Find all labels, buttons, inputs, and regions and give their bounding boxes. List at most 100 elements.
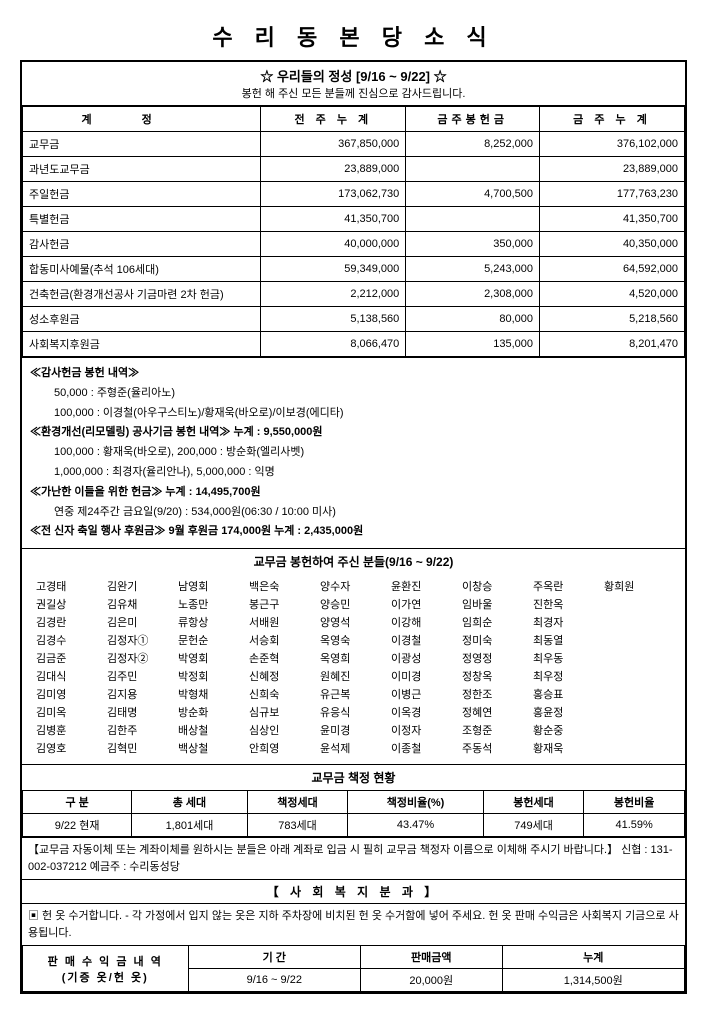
donor-name: 최우동 [533, 650, 600, 666]
donor-name: 정영정 [462, 650, 529, 666]
donor-name [604, 686, 671, 702]
donor-name: 최우정 [533, 668, 600, 684]
cum-total: 8,201,470 [540, 332, 685, 357]
status-h5: 봉헌세대 [483, 791, 584, 814]
donor-name: 양승민 [320, 596, 387, 612]
sales-h2: 판매금액 [361, 946, 502, 969]
donor-name: 배상철 [178, 722, 245, 738]
donor-name: 문헌순 [178, 632, 245, 648]
thanks-line-2: 100,000 : 이경철(아우구스티노)/황재욱(바오로)/이보경(에디타) [30, 404, 677, 424]
donor-name: 손준혁 [249, 650, 316, 666]
account-name: 합동미사예물(추석 106세대) [23, 257, 261, 282]
donor-name [604, 668, 671, 684]
donor-name: 백상철 [178, 740, 245, 756]
week-amount [406, 207, 540, 232]
week-amount [406, 157, 540, 182]
cum-total: 4,520,000 [540, 282, 685, 307]
donor-name: 권길상 [36, 596, 103, 612]
sales-left-line1: 판 매 수 익 금 내 역 [27, 953, 184, 969]
thanks-line-1: 50,000 : 주형준(율리아노) [30, 384, 677, 404]
donor-name: 김지용 [107, 686, 174, 702]
donor-name: 유응식 [320, 704, 387, 720]
donor-name: 노종만 [178, 596, 245, 612]
donor-name: 박영회 [178, 650, 245, 666]
table-row: 건축헌금(환경개선공사 기금마련 2차 헌금)2,212,0002,308,00… [23, 282, 685, 307]
donor-name: 홍윤정 [533, 704, 600, 720]
donor-name: 임바울 [462, 596, 529, 612]
donor-name: 정혜연 [462, 704, 529, 720]
donor-name: 황희원 [604, 578, 671, 594]
status-h3: 책정세대 [247, 791, 348, 814]
donor-name [604, 740, 671, 756]
donor-name: 황순중 [533, 722, 600, 738]
prev-total: 59,349,000 [261, 257, 406, 282]
donor-name: 정창옥 [462, 668, 529, 684]
status-table: 구 분 총 세대 책정세대 책정비율(%) 봉헌세대 봉헌비율 9/22 현재 … [22, 790, 685, 837]
donor-name: 신혜정 [249, 668, 316, 684]
poor-fund-header: ≪가난한 이들을 위한 헌금≫ 누계 : 14,495,700원 [30, 483, 677, 503]
table-row: 과년도교무금23,889,00023,889,000 [23, 157, 685, 182]
prev-total: 41,350,700 [261, 207, 406, 232]
week-amount: 5,243,000 [406, 257, 540, 282]
week-amount: 135,000 [406, 332, 540, 357]
cum-total: 5,218,560 [540, 307, 685, 332]
donor-name: 이병근 [391, 686, 458, 702]
cum-total: 64,592,000 [540, 257, 685, 282]
poor-fund-line: 연중 제24주간 금요일(9/20) : 534,000원(06:30 / 10… [30, 503, 677, 523]
week-amount: 8,252,000 [406, 132, 540, 157]
donor-name: 김금준 [36, 650, 103, 666]
donor-name: 김혁민 [107, 740, 174, 756]
week-amount: 80,000 [406, 307, 540, 332]
construction-fund-header: ≪환경개선(리모델링) 공사기금 봉헌 내역≫ 누계 : 9,550,000원 [30, 423, 677, 443]
week-amount: 2,308,000 [406, 282, 540, 307]
accounts-header-name: 계정 [23, 107, 261, 132]
status-r6: 41.59% [584, 814, 685, 837]
donor-name: 김대식 [36, 668, 103, 684]
sales-r3: 1,314,500원 [502, 969, 685, 992]
accounts-table: 계정 전 주 누 계 금주봉헌금 금 주 누 계 교무금367,850,0008… [22, 106, 685, 357]
thanks-offering-header: ≪감사헌금 봉헌 내역≫ [30, 364, 677, 384]
status-r3: 783세대 [247, 814, 348, 837]
cum-total: 177,763,230 [540, 182, 685, 207]
donor-name: 주옥란 [533, 578, 600, 594]
donor-name [604, 632, 671, 648]
account-name: 감사헌금 [23, 232, 261, 257]
status-h6: 봉헌비율 [584, 791, 685, 814]
donor-name: 옥영희 [320, 650, 387, 666]
table-row: 성소후원금5,138,56080,0005,218,560 [23, 307, 685, 332]
table-row: 교무금367,850,0008,252,000376,102,000 [23, 132, 685, 157]
status-r4: 43.47% [348, 814, 483, 837]
donor-name: 서승회 [249, 632, 316, 648]
donor-names-title: 교무금 봉헌하여 주신 분들(9/16 ~ 9/22) [22, 548, 685, 574]
donor-name: 최동열 [533, 632, 600, 648]
bank-transfer-note: 【교무금 자동이체 또는 계좌이체를 원하시는 분들은 아래 계좌로 입금 시 … [22, 837, 685, 879]
donor-name: 안희영 [249, 740, 316, 756]
donor-name [604, 722, 671, 738]
donor-name: 옥영숙 [320, 632, 387, 648]
prev-total: 5,138,560 [261, 307, 406, 332]
cum-total: 41,350,700 [540, 207, 685, 232]
donor-name: 김경란 [36, 614, 103, 630]
status-h2: 총 세대 [132, 791, 247, 814]
donor-name: 김완기 [107, 578, 174, 594]
donor-name: 김병훈 [36, 722, 103, 738]
donor-name: 고경태 [36, 578, 103, 594]
donor-name: 김경수 [36, 632, 103, 648]
donor-name: 홍승표 [533, 686, 600, 702]
status-h4: 책정비율(%) [348, 791, 483, 814]
donor-name: 윤환진 [391, 578, 458, 594]
donor-name: 김미옥 [36, 704, 103, 720]
donor-name: 김은미 [107, 614, 174, 630]
donor-name: 황재욱 [533, 740, 600, 756]
subtitle-line1: ☆ 우리들의 정성 [9/16 ~ 9/22] ☆ [26, 66, 681, 85]
page-title: 수 리 동 본 당 소 식 [20, 20, 687, 52]
hdr-c1a: 계 [82, 114, 142, 126]
sales-h3: 누계 [502, 946, 685, 969]
donor-name [604, 596, 671, 612]
donor-name: 김유채 [107, 596, 174, 612]
table-row: 합동미사예물(추석 106세대)59,349,0005,243,00064,59… [23, 257, 685, 282]
donor-name: 임희순 [462, 614, 529, 630]
donor-names-grid: 고경태김완기남영회백은숙양수자윤환진이창승주옥란황희원권길상김유채노종만봉근구양… [22, 574, 685, 764]
donor-name: 신희숙 [249, 686, 316, 702]
welfare-section-title: 【 사 회 복 지 분 과 】 [22, 879, 685, 903]
